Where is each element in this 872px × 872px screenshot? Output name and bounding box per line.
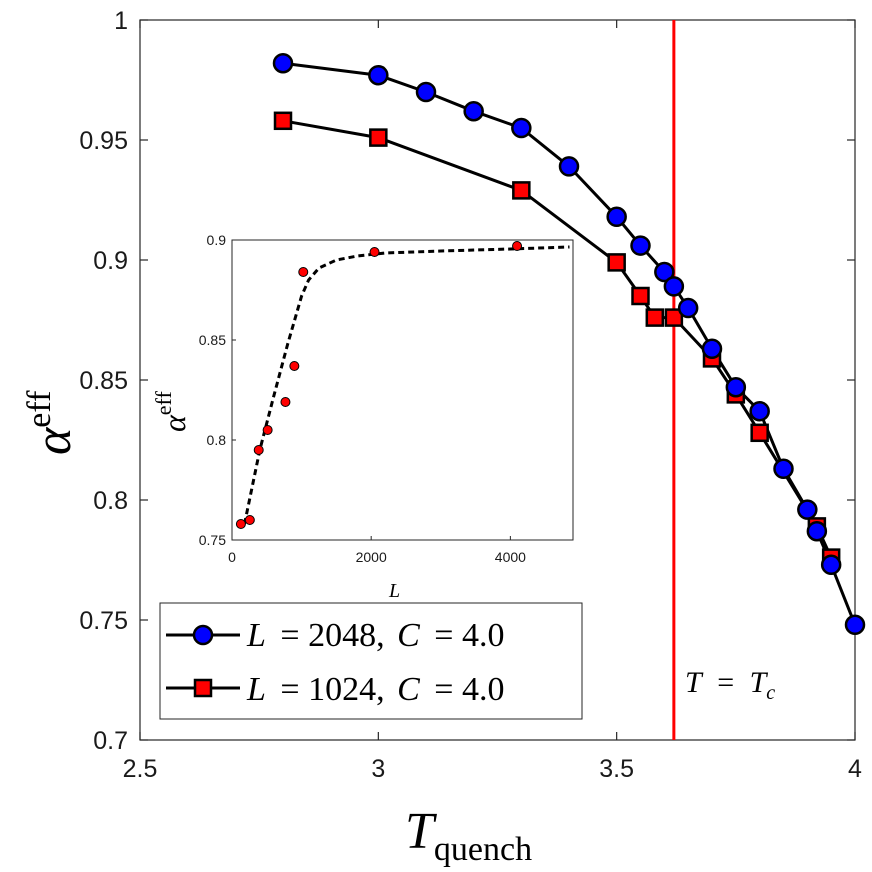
legend-box (159, 602, 583, 720)
data-point-l2048 (844, 614, 866, 636)
inset-y-label-main: α (156, 414, 192, 432)
inset-data-point (253, 445, 264, 455)
legend-entry-l2048: L = 2048, C = 4.0 (166, 617, 504, 654)
data-point-l2048 (701, 338, 723, 360)
data-point-l1024 (750, 423, 769, 443)
data-point-l1024 (631, 286, 650, 306)
legend-l1024-c-value: = 4.0 (434, 671, 504, 708)
x-label-sub: quench (434, 831, 532, 868)
inset-y-tick-label: 0.9 (207, 232, 227, 248)
inset-y-label-sup: eff (151, 391, 176, 416)
data-point-l2048 (820, 554, 842, 576)
main-y-tick-label: 0.75 (79, 607, 128, 635)
y-label-main: α (25, 426, 82, 455)
legend-l2048-l-value: = 2048, (280, 617, 384, 654)
legend-marker-square (193, 678, 213, 698)
legend-l2048-c-value: = 4.0 (434, 617, 504, 654)
inset-data-point (512, 241, 523, 251)
inset-plot: 0 2000 4000 0.75 0.8 0.85 0.9 L αeff (151, 232, 574, 602)
main-x-tick-label: 3.5 (599, 755, 634, 783)
series-line-l1024 (282, 119, 833, 559)
x-label-main: T (405, 803, 437, 860)
inset-y-axis: 0.75 0.8 0.85 0.9 (199, 232, 236, 548)
inset-x-tick-label: 4000 (495, 549, 526, 565)
inset-y-tick-label: 0.8 (207, 432, 227, 448)
data-point-l2048 (725, 376, 747, 398)
inset-y-tick-label: 0.85 (199, 332, 226, 348)
inset-y-label: αeff (151, 391, 192, 432)
inset-y-tick-label: 0.75 (199, 532, 226, 548)
inset-data-point (235, 519, 246, 529)
inset-x-tick-label: 0 (228, 549, 236, 565)
main-y-tick-label: 0.7 (93, 727, 128, 755)
legend: L = 2048, C = 4.0 L = 1024, C = 4.0 (159, 602, 583, 720)
main-y-tick-label: 0.85 (79, 367, 128, 395)
tc-annotation: T = Tc (685, 666, 775, 704)
data-point-l2048 (272, 52, 294, 74)
inset-data-point (369, 247, 380, 257)
main-y-tick-label: 0.8 (93, 487, 128, 515)
data-point-l2048 (606, 206, 627, 228)
data-point-l2048 (749, 400, 770, 422)
data-point-l2048 (806, 520, 828, 542)
tc-equals: = (717, 666, 734, 699)
tc-subscript: c (766, 682, 775, 704)
legend-label-l1024: L = 1024, C = 4.0 (246, 671, 504, 708)
legend-l1024-l-value: = 1024, (280, 671, 384, 708)
tc-rhs: T (750, 666, 769, 699)
y-label-sup: eff (21, 390, 58, 428)
data-point-l1024 (664, 308, 684, 327)
data-point-l2048 (663, 276, 685, 297)
data-point-l2048 (773, 458, 794, 480)
inset-data-point (244, 515, 255, 525)
legend-l2048-c: C (397, 617, 420, 654)
legend-label-l2048: L = 2048, C = 4.0 (246, 617, 504, 654)
legend-l1024-l: L (246, 671, 266, 708)
main-x-axis: 2.5 3 3.5 4 (123, 20, 862, 783)
main-x-tick-label: 3 (371, 755, 385, 783)
inset-x-tick-label: 2000 (356, 549, 387, 565)
main-y-tick-label: 1 (114, 7, 128, 35)
main-y-tick-label: 0.9 (93, 247, 128, 275)
data-point-l2048 (368, 64, 389, 86)
tc-lhs: T (685, 666, 704, 699)
inset-x-label: L (388, 580, 400, 602)
legend-entry-l1024: L = 1024, C = 4.0 (166, 671, 504, 708)
main-y-label: αeff (21, 390, 82, 455)
main-x-tick-label: 2.5 (123, 755, 158, 783)
inset-axes-frame (231, 239, 574, 541)
data-point-l1024 (512, 181, 531, 200)
data-point-l1024 (645, 308, 665, 327)
data-point-l2048 (654, 261, 675, 283)
data-point-l2048 (463, 100, 484, 122)
data-point-l2048 (677, 297, 699, 319)
data-point-l1024 (273, 111, 293, 131)
data-point-l1024 (607, 253, 626, 272)
data-point-l2048 (558, 156, 580, 177)
main-y-axis: 0.7 0.75 0.8 0.85 0.9 0.95 1 (79, 7, 855, 755)
data-point-l1024 (369, 128, 388, 147)
data-point-l2048 (511, 117, 532, 139)
inset-data-point (262, 425, 273, 435)
inset-series (235, 241, 570, 529)
inset-data-point (280, 397, 291, 407)
data-point-l2048 (630, 235, 651, 256)
main-y-tick-label: 0.95 (79, 127, 128, 155)
legend-marker-circle (192, 624, 214, 646)
legend-l1024-c: C (397, 671, 420, 708)
main-x-label: Tquench (405, 803, 532, 868)
inset-x-axis: 0 2000 4000 (228, 536, 526, 565)
inset-data-point (289, 361, 300, 371)
legend-l2048-l: L (246, 617, 266, 654)
data-point-l2048 (415, 81, 437, 103)
main-series (272, 52, 866, 636)
main-x-tick-label: 4 (848, 755, 862, 783)
data-point-l2048 (797, 499, 818, 520)
inset-data-point (298, 267, 309, 277)
inset-fit-curve (243, 245, 570, 525)
